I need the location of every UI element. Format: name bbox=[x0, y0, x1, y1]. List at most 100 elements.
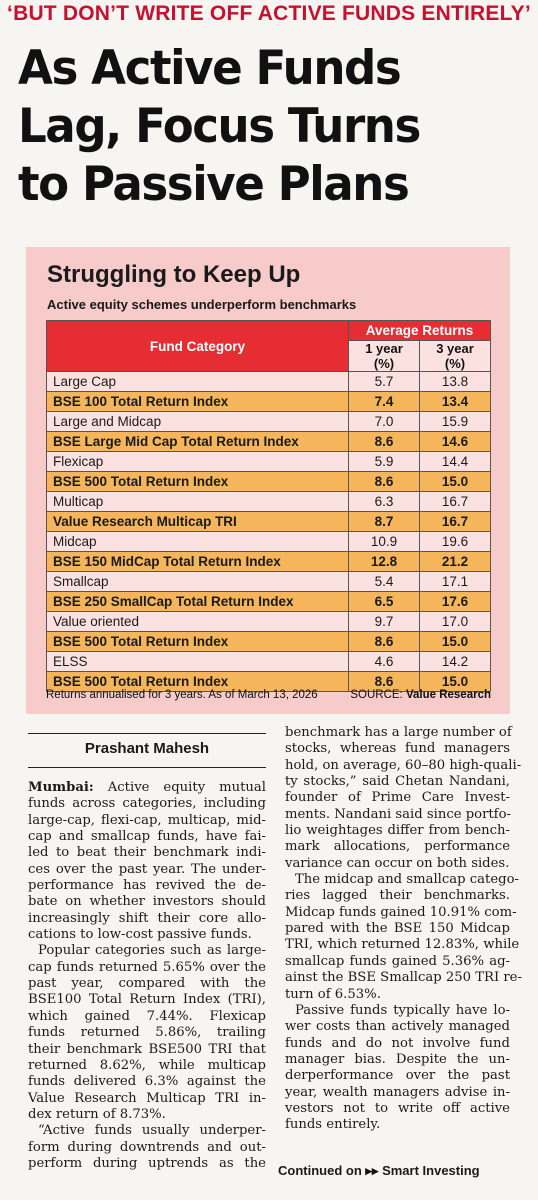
fund-category-cell: Multicap bbox=[46, 491, 349, 512]
return-1y-cell: 5.7 bbox=[348, 371, 420, 392]
article-line: ainst the BSE Smallcap 250 TRI re- bbox=[285, 970, 522, 986]
article-line: stocks, whereas fund managers bbox=[285, 741, 510, 757]
article-line: Passive funds typically have lo- bbox=[295, 1002, 510, 1018]
continued-on[interactable]: Continued on ▸▸ Smart Investing bbox=[278, 1163, 480, 1179]
category-row: Large Cap 5.7 13.8 bbox=[46, 371, 491, 392]
article-line: large-cap, flexi-cap, multicap, mid- bbox=[28, 812, 266, 828]
return-1y-cell: 8.6 bbox=[348, 671, 420, 692]
return-3y-cell: 17.0 bbox=[419, 611, 491, 632]
header-fund-category: Fund Category bbox=[46, 320, 349, 372]
byline-rule-top bbox=[28, 733, 266, 734]
fund-category-cell: BSE 500 Total Return Index bbox=[46, 471, 349, 492]
fund-category-cell: BSE 500 Total Return Index bbox=[46, 671, 349, 692]
return-1y-cell: 8.6 bbox=[348, 471, 420, 492]
fund-category-cell: Smallcap bbox=[46, 571, 349, 592]
return-3y-cell: 15.0 bbox=[419, 471, 491, 492]
category-row: Midcap 10.9 19.6 bbox=[46, 531, 491, 552]
double-arrow-icon: ▸▸ bbox=[365, 1163, 379, 1178]
article-line: cations to low-cost passive funds. bbox=[28, 927, 252, 943]
header-1-year: 1 year (%) bbox=[348, 340, 420, 372]
article-line: The midcap and smallcap catego- bbox=[295, 872, 519, 888]
return-3y-cell: 15.0 bbox=[419, 631, 491, 652]
infobox-footer: Returns annualised for 3 years. As of Ma… bbox=[46, 689, 491, 701]
article-line: Mumbai: Active equity mutual bbox=[28, 780, 266, 795]
return-1y-cell: 8.6 bbox=[348, 431, 420, 452]
benchmark-row: BSE 500 Total Return Index 8.6 15.0 bbox=[46, 631, 491, 652]
headline-line: Lag, Focus Turns bbox=[18, 99, 421, 154]
return-3y-cell: 17.1 bbox=[419, 571, 491, 592]
infobox: Struggling to Keep Up Active equity sche… bbox=[26, 247, 510, 714]
dateline: Mumbai: bbox=[28, 780, 94, 795]
article-line: returned 8.62%, while multicap bbox=[28, 1057, 266, 1073]
benchmark-row: BSE 250 SmallCap Total Return Index 6.5 17… bbox=[46, 591, 491, 612]
article-line: ments. Nandani said since portfo- bbox=[285, 806, 511, 822]
fund-category-cell: Large Cap bbox=[46, 371, 349, 392]
article-line: “Active funds usually underper- bbox=[38, 1123, 266, 1139]
continued-target: Smart Investing bbox=[382, 1163, 480, 1178]
article-line: past year, compared with the bbox=[28, 976, 266, 992]
return-3y-cell: 17.6 bbox=[419, 591, 491, 612]
returns-table: Fund Category Average Returns 1 year (%)… bbox=[46, 320, 491, 692]
article-line: BSE100 Total Return Index (TRI), bbox=[28, 992, 266, 1008]
article-line: increasingly shift their core allo- bbox=[28, 910, 266, 926]
article-line: turn of 6.53%. bbox=[285, 986, 381, 1002]
byline-rule-bottom bbox=[28, 767, 266, 768]
article-column-1: Mumbai: Active equity mutual funds across… bbox=[28, 780, 266, 1172]
article-line: form during downtrends and out- bbox=[28, 1139, 266, 1155]
headline: As Active Funds Lag, Focus Turns to Pass… bbox=[18, 40, 508, 214]
article-line: ries lagged their benchmarks. bbox=[285, 888, 510, 904]
return-1y-cell: 9.7 bbox=[348, 611, 420, 632]
category-row: Flexicap 5.9 14.4 bbox=[46, 451, 491, 472]
fund-category-cell: BSE 250 SmallCap Total Return Index bbox=[46, 591, 349, 612]
article-line: funds delivered 6.3% against the bbox=[28, 1074, 266, 1090]
fund-category-cell: Value oriented bbox=[46, 611, 349, 632]
article-line: dex return of 8.73%. bbox=[28, 1106, 166, 1122]
article-line: vestors not to write off active bbox=[285, 1100, 510, 1116]
return-3y-cell: 13.8 bbox=[419, 371, 491, 392]
article-line: smallcap funds gained 5.36% ag- bbox=[285, 953, 510, 969]
category-row: ELSS 4.6 14.2 bbox=[46, 651, 491, 672]
article-line: funds entirely. bbox=[285, 1117, 381, 1133]
benchmark-row: BSE 150 MidCap Total Return Index 12.8 21.… bbox=[46, 551, 491, 572]
return-1y-cell: 5.9 bbox=[348, 451, 420, 472]
article-line: mark allocations, performance bbox=[285, 839, 510, 855]
article-line: manager bias. Despite the un- bbox=[285, 1051, 510, 1067]
article-line: lio weightages differ from bench- bbox=[285, 823, 510, 839]
headline-line: As Active Funds bbox=[18, 41, 402, 96]
article-line: wer costs than actively managed bbox=[285, 1019, 510, 1035]
benchmark-row: BSE 500 Total Return Index 8.6 15.0 bbox=[46, 471, 491, 492]
return-1y-cell: 6.3 bbox=[348, 491, 420, 512]
return-1y-cell: 7.0 bbox=[348, 411, 420, 432]
return-1y-cell: 8.7 bbox=[348, 511, 420, 532]
continued-label: Continued on bbox=[278, 1163, 362, 1178]
return-3y-cell: 21.2 bbox=[419, 551, 491, 572]
article-line: their benchmark BSE500 TRI that bbox=[28, 1041, 266, 1057]
fund-category-cell: Value Research Multicap TRI bbox=[46, 511, 349, 532]
kicker: ‘BUT DON’T WRITE OFF ACTIVE FUNDS ENTIRE… bbox=[7, 2, 531, 25]
fund-category-cell: ELSS bbox=[46, 651, 349, 672]
article-line: Midcap funds gained 10.91% com- bbox=[285, 904, 517, 920]
article-line: Value Research Multicap TRI in- bbox=[28, 1090, 266, 1106]
headline-line: to Passive Plans bbox=[18, 157, 410, 212]
article-line: funds returned 5.86%, trailing bbox=[28, 1025, 266, 1041]
return-3y-cell: 15.0 bbox=[419, 671, 491, 692]
return-1y-cell: 8.6 bbox=[348, 631, 420, 652]
return-1y-cell: 10.9 bbox=[348, 531, 420, 552]
source-name: Value Research bbox=[405, 689, 491, 701]
article-line: ces over the past year. The under- bbox=[28, 861, 266, 877]
article-line: perform during uptrends as the bbox=[28, 1155, 266, 1171]
source-credit: SOURCE: Value Research bbox=[350, 689, 491, 701]
return-3y-cell: 13.4 bbox=[419, 391, 491, 412]
byline: Prashant Mahesh bbox=[84, 740, 210, 757]
article-line: which gained 7.44%. Flexicap bbox=[28, 1008, 266, 1024]
return-1y-cell: 6.5 bbox=[348, 591, 420, 612]
return-3y-cell: 16.7 bbox=[419, 511, 491, 532]
return-3y-cell: 15.9 bbox=[419, 411, 491, 432]
article-line: founder of Prime Care Invest- bbox=[285, 790, 510, 806]
category-row: Smallcap 5.4 17.1 bbox=[46, 571, 491, 592]
benchmark-row: Value Research Multicap TRI 8.7 16.7 bbox=[46, 511, 491, 532]
article-line: cap funds returned 5.65% over the bbox=[28, 959, 266, 975]
fund-category-cell: BSE 150 MidCap Total Return Index bbox=[46, 551, 349, 572]
category-row: Multicap 6.3 16.7 bbox=[46, 491, 491, 512]
benchmark-row: BSE 100 Total Return Index 7.4 13.4 bbox=[46, 391, 491, 412]
